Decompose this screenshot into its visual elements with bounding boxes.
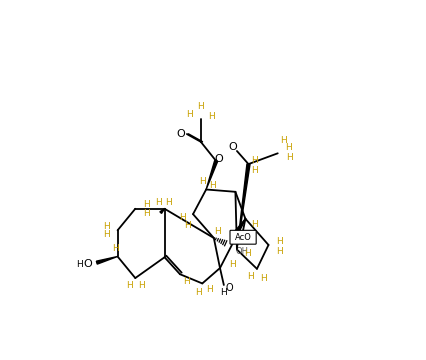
Text: H: H — [250, 220, 257, 229]
Text: O: O — [176, 129, 184, 139]
Polygon shape — [236, 164, 250, 249]
Text: H: H — [280, 136, 287, 145]
Text: H: H — [142, 209, 149, 218]
Text: H: H — [142, 200, 149, 209]
Text: H: H — [182, 278, 189, 287]
Text: O: O — [225, 283, 233, 293]
Text: H: H — [199, 177, 205, 186]
Polygon shape — [234, 219, 245, 234]
Text: H: H — [138, 281, 144, 290]
Text: H: H — [155, 198, 161, 207]
Text: H: H — [247, 272, 253, 281]
Text: H: H — [207, 112, 214, 121]
Text: H: H — [178, 213, 185, 222]
Polygon shape — [159, 209, 164, 213]
Text: H: H — [195, 288, 201, 297]
Text: H: H — [275, 237, 282, 246]
Text: O: O — [228, 142, 237, 152]
FancyBboxPatch shape — [230, 230, 256, 244]
Text: H: H — [250, 166, 257, 175]
Text: H: H — [76, 260, 83, 269]
Text: H: H — [214, 228, 221, 237]
Polygon shape — [96, 256, 117, 264]
Text: H: H — [220, 288, 227, 297]
Text: H: H — [126, 281, 132, 290]
Text: O: O — [83, 259, 92, 269]
Text: H: H — [184, 221, 190, 230]
Text: O: O — [214, 154, 223, 164]
Text: H: H — [259, 274, 266, 283]
Text: H: H — [164, 198, 171, 207]
Text: H: H — [285, 153, 292, 162]
Text: OH: OH — [234, 247, 248, 256]
Text: H: H — [103, 230, 110, 239]
Text: H: H — [208, 181, 215, 190]
Text: H: H — [250, 156, 257, 165]
Text: H: H — [228, 260, 235, 269]
Polygon shape — [206, 161, 217, 189]
Text: H: H — [244, 249, 250, 258]
Text: H: H — [285, 143, 291, 152]
Text: H: H — [197, 102, 204, 111]
Text: AcO: AcO — [234, 233, 251, 242]
Text: H: H — [112, 244, 118, 253]
Text: H: H — [103, 222, 110, 231]
Text: H: H — [206, 285, 213, 294]
Text: H: H — [186, 110, 193, 119]
Text: H: H — [275, 247, 282, 256]
